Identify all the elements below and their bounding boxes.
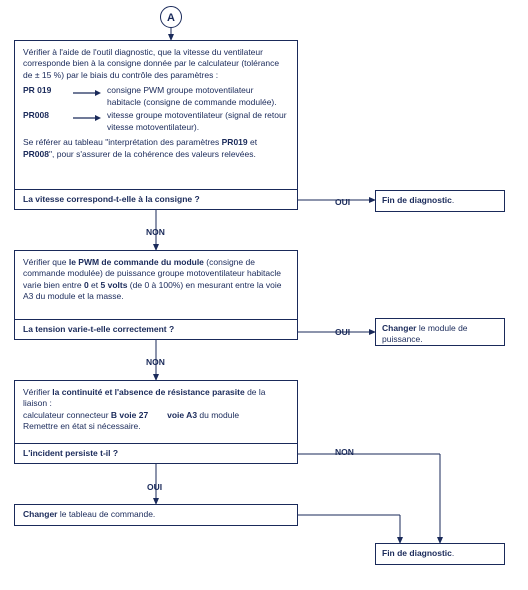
step2-question: La tension varie-t-elle correctement ? [14, 320, 298, 340]
start-node: A [160, 6, 182, 28]
step1-param1-code: PR 019 [23, 85, 51, 95]
step2-yes-label: OUI [335, 327, 350, 337]
step1-box: Vérifier à l'aide de l'outil diagnostic,… [14, 40, 298, 190]
step1-question: La vitesse correspond-t-elle à la consig… [14, 190, 298, 210]
step1-param2-code: PR008 [23, 110, 49, 120]
step1-intro: Vérifier à l'aide de l'outil diagnostic,… [23, 47, 289, 81]
step2-result-box: Changer le module de puissance. [375, 318, 505, 346]
step3-question: L'incident persiste t-il ? [14, 444, 298, 464]
flowchart: A Vérifier à l'aide de l'outil diagnosti… [0, 0, 528, 590]
step4-box: Changer le tableau de commande. [14, 504, 298, 526]
step1-no-label: NON [146, 227, 165, 237]
step1-param2-desc: vitesse groupe motoventilateur (signal d… [107, 110, 289, 133]
step3-box: Vérifier la continuité et l'absence de r… [14, 380, 298, 444]
final-result-box: Fin de diagnostic. [375, 543, 505, 565]
start-node-label: A [167, 12, 175, 24]
step2-no-label: NON [146, 357, 165, 367]
step1-yes-label: OUI [335, 197, 350, 207]
step3-yes-label: OUI [147, 482, 162, 492]
step1-ref: Se référer au tableau "interprétation de… [23, 137, 289, 160]
step1-result-box: Fin de diagnostic. [375, 190, 505, 212]
step3-no-label: NON [335, 447, 354, 457]
step2-box: Vérifier que le PWM de commande du modul… [14, 250, 298, 320]
step1-param1-desc: consigne PWM groupe motoventilateur habi… [107, 85, 289, 108]
